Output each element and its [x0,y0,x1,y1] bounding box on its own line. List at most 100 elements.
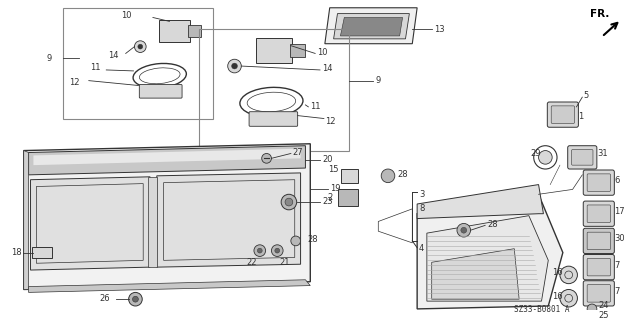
Text: 28: 28 [307,235,318,244]
Text: 1: 1 [579,112,584,121]
Text: 11: 11 [90,63,100,72]
Text: 12: 12 [325,117,335,126]
Text: 25: 25 [599,311,609,319]
Text: 11: 11 [310,102,321,111]
FancyBboxPatch shape [551,106,575,123]
Circle shape [132,296,138,302]
Text: 5: 5 [583,91,589,100]
Text: 22: 22 [246,258,257,267]
FancyBboxPatch shape [572,150,593,165]
Text: 6: 6 [614,176,620,185]
Polygon shape [24,144,310,289]
Circle shape [281,194,297,210]
Polygon shape [417,194,563,309]
Circle shape [257,248,262,253]
Circle shape [271,245,283,256]
FancyBboxPatch shape [148,177,157,267]
Polygon shape [417,185,543,219]
Text: 31: 31 [597,149,607,158]
Text: 17: 17 [614,207,625,216]
Circle shape [232,63,237,69]
Circle shape [587,304,597,314]
FancyBboxPatch shape [587,232,611,250]
Polygon shape [29,146,305,175]
Text: 7: 7 [614,261,620,270]
FancyBboxPatch shape [583,255,614,280]
Polygon shape [33,149,301,165]
Polygon shape [157,173,301,267]
Circle shape [138,44,143,49]
FancyBboxPatch shape [339,189,358,206]
FancyBboxPatch shape [587,205,611,222]
Text: 18: 18 [11,248,22,257]
Text: 20: 20 [322,155,332,164]
Circle shape [560,289,577,307]
Polygon shape [333,14,410,39]
Text: 26: 26 [99,294,110,303]
Text: 23: 23 [322,197,333,205]
FancyBboxPatch shape [583,201,614,226]
Polygon shape [24,151,29,289]
Polygon shape [427,216,548,301]
Text: 21: 21 [279,258,290,267]
Text: 28: 28 [397,170,408,179]
Polygon shape [29,280,310,293]
Polygon shape [31,177,150,270]
Text: 16: 16 [552,292,563,301]
Circle shape [291,236,301,246]
Text: FR.: FR. [590,10,609,19]
Text: 27: 27 [293,148,303,157]
Text: 9: 9 [46,54,51,63]
Text: 28: 28 [487,220,498,229]
Text: 8: 8 [419,204,424,213]
FancyBboxPatch shape [256,38,292,63]
Circle shape [461,227,467,233]
FancyBboxPatch shape [159,20,190,42]
Text: 4: 4 [419,244,424,253]
FancyBboxPatch shape [583,228,614,254]
Text: 10: 10 [121,11,131,20]
Circle shape [228,59,241,73]
FancyBboxPatch shape [33,247,52,258]
Circle shape [285,198,293,206]
Polygon shape [432,249,519,299]
FancyBboxPatch shape [583,170,614,195]
FancyBboxPatch shape [568,146,597,169]
FancyBboxPatch shape [587,285,611,302]
Polygon shape [325,8,417,44]
Circle shape [262,153,271,163]
FancyBboxPatch shape [547,102,579,127]
FancyBboxPatch shape [140,85,182,98]
Circle shape [539,151,552,164]
Text: 13: 13 [434,25,444,33]
FancyBboxPatch shape [587,174,611,191]
FancyBboxPatch shape [249,112,298,126]
Polygon shape [340,18,403,36]
FancyBboxPatch shape [583,281,614,306]
Text: 16: 16 [552,269,563,278]
Circle shape [560,266,577,284]
Text: 3: 3 [419,190,424,199]
Circle shape [457,223,470,237]
Text: 10: 10 [317,48,328,57]
FancyBboxPatch shape [341,169,358,182]
Text: 14: 14 [322,64,332,73]
Text: 12: 12 [69,78,80,87]
Text: SZ33-B0801 A: SZ33-B0801 A [515,305,570,314]
FancyBboxPatch shape [587,258,611,276]
Text: 15: 15 [328,165,339,174]
Text: 30: 30 [614,234,625,243]
Text: 7: 7 [614,287,620,296]
Circle shape [134,41,146,52]
Circle shape [129,293,142,306]
Text: 19: 19 [330,184,340,193]
FancyBboxPatch shape [290,44,305,57]
Text: 29: 29 [531,149,541,158]
FancyBboxPatch shape [188,25,202,37]
Text: 9: 9 [376,76,381,85]
Circle shape [381,169,395,182]
Text: 14: 14 [108,51,119,60]
Circle shape [275,248,280,253]
Text: 24: 24 [599,301,609,310]
Circle shape [254,245,266,256]
